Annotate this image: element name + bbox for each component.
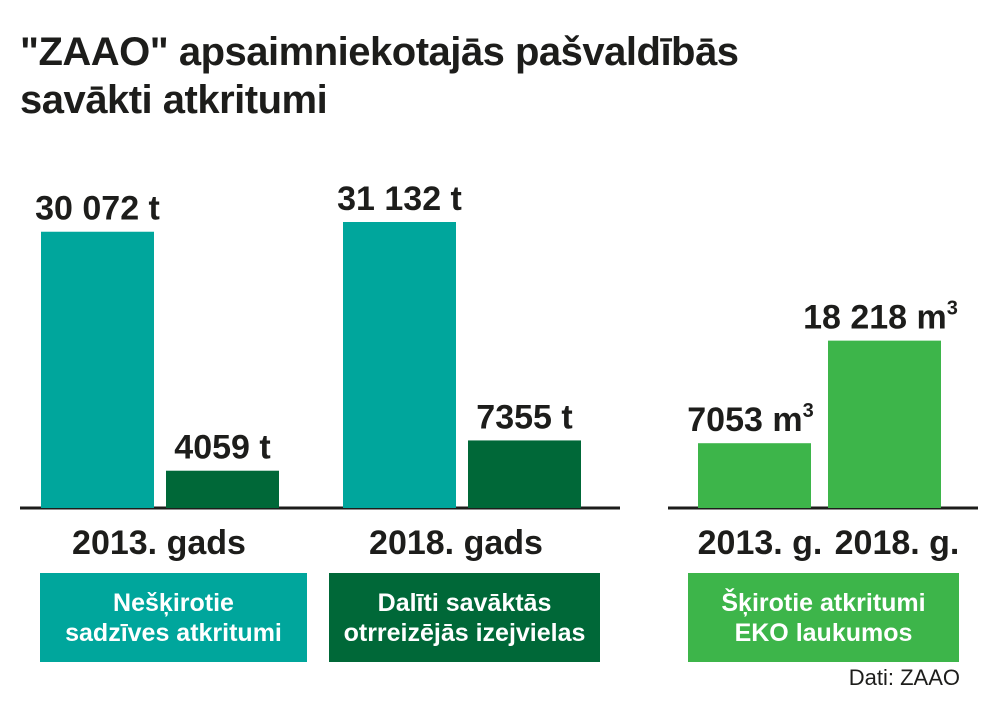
value-label-daliti-0: 4059 t <box>174 429 270 467</box>
category-label-eko-1: 2018. g. <box>835 524 960 562</box>
bar-skirotie-0 <box>698 443 811 508</box>
value-label-neskirotie-1: 31 132 t <box>337 180 462 218</box>
value-label-neskirotie-0: 30 072 t <box>35 190 160 228</box>
chart-title: "ZAAO" apsaimniekotajās pašvaldībās savā… <box>20 28 739 124</box>
legend-neskirotie: Nešķirotie sadzīves atkritumi <box>40 573 307 662</box>
value-label-skirotie-0: 7053 m3 <box>687 400 813 439</box>
legend-skirotie-line-1: Šķirotie atkritumi <box>721 588 926 617</box>
legend-skirotie: Šķirotie atkritumi EKO laukumos <box>688 573 959 662</box>
chart-title-line-1: "ZAAO" apsaimniekotajās pašvaldībās <box>20 30 739 74</box>
bar-daliti-1 <box>468 440 581 508</box>
legend-neskirotie-line-2: sadzīves atkritumi <box>65 618 282 647</box>
value-label-daliti-1: 7355 t <box>476 398 572 436</box>
category-label-1: 2018. gads <box>369 524 543 562</box>
bar-skirotie-1 <box>828 340 941 508</box>
legend-neskirotie-line-1: Nešķirotie <box>113 588 234 617</box>
legend-daliti-line-1: Dalīti savāktās <box>377 588 552 617</box>
legend-skirotie-line-2: EKO laukumos <box>734 618 913 647</box>
legend-daliti-line-2: otrreizējās izejvielas <box>343 618 586 647</box>
legend-daliti: Dalīti savāktās otrreizējās izejvielas <box>329 573 600 662</box>
source-note: Dati: ZAAO <box>848 665 960 690</box>
chart-title-line-2: savākti atkritumi <box>20 78 328 122</box>
bar-neskirotie-1 <box>343 222 456 508</box>
bar-neskirotie-0 <box>41 231 154 508</box>
value-label-skirotie-1: 18 218 m3 <box>803 298 958 337</box>
category-label-eko-0: 2013. g. <box>698 524 823 562</box>
category-label-0: 2013. gads <box>72 524 246 562</box>
bar-daliti-0 <box>166 470 279 508</box>
